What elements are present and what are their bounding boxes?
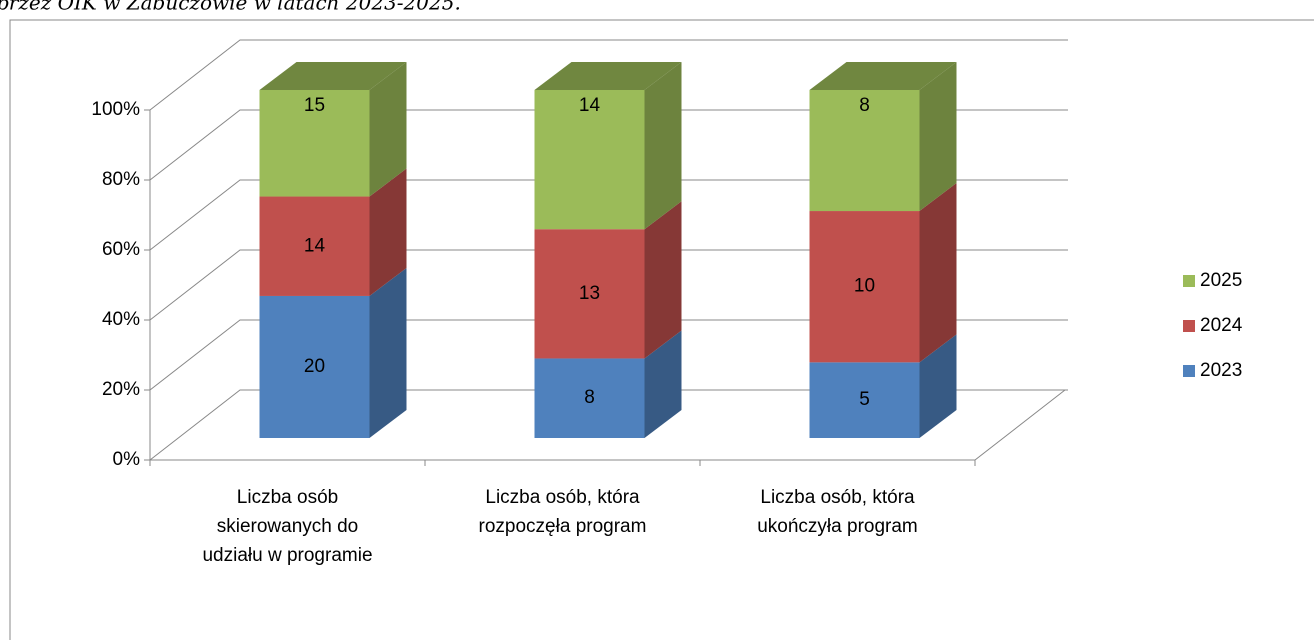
y-tick-label: 100% bbox=[91, 99, 140, 120]
y-tick-label: 40% bbox=[102, 309, 140, 330]
legend-label: 2025 bbox=[1200, 270, 1242, 291]
data-label: 14 bbox=[304, 235, 326, 256]
y-tick-label: 0% bbox=[113, 449, 141, 470]
x-tick-label-line: skierowanych do bbox=[217, 516, 359, 537]
grid-line bbox=[149, 179, 1068, 251]
x-tick-label: Liczba osób, która rozpoczęła program bbox=[479, 487, 647, 537]
data-label: 14 bbox=[579, 95, 601, 116]
grid-line bbox=[149, 319, 1068, 391]
y-tick-label: 80% bbox=[102, 169, 140, 190]
bar bbox=[809, 362, 920, 438]
x-tick-label-line: rozpoczęła program bbox=[479, 516, 647, 537]
bar-top bbox=[809, 62, 957, 90]
legend-label: 2023 bbox=[1200, 360, 1242, 381]
data-label: 20 bbox=[304, 356, 325, 377]
data-label: 13 bbox=[579, 283, 600, 304]
grid-line bbox=[149, 109, 1068, 181]
data-label: 15 bbox=[304, 95, 325, 116]
grid-line bbox=[149, 249, 1068, 321]
x-tick-label-line: Liczba osób bbox=[237, 487, 338, 508]
grid-line bbox=[149, 389, 1068, 461]
x-tick-label-line: Liczba osób, która bbox=[485, 487, 640, 508]
legend-swatch bbox=[1183, 320, 1195, 332]
bar bbox=[809, 90, 920, 212]
legend-swatch bbox=[1183, 275, 1195, 287]
bar-side bbox=[644, 62, 682, 230]
x-tick-label-line: ukończyła program bbox=[757, 516, 918, 537]
bar-top bbox=[259, 62, 407, 90]
legend-label: 2024 bbox=[1200, 315, 1243, 336]
legend-swatch bbox=[1183, 365, 1195, 377]
y-tick-label: 60% bbox=[102, 239, 140, 260]
bar bbox=[534, 90, 645, 230]
data-label: 10 bbox=[854, 276, 875, 297]
bar bbox=[259, 90, 370, 197]
caption: przez OIK w Zabuczowie w latach 2023-202… bbox=[0, 0, 461, 15]
x-tick-label: Liczba osób skierowanych do udziału w prog… bbox=[202, 487, 372, 566]
bar-top bbox=[534, 62, 682, 90]
bar-side bbox=[369, 267, 407, 438]
bar-side bbox=[369, 168, 407, 296]
bar bbox=[259, 295, 370, 438]
data-label: 8 bbox=[859, 95, 870, 116]
y-tick-label: 20% bbox=[102, 379, 140, 400]
bar-side bbox=[919, 334, 957, 438]
x-tick-label-line: udziału w programie bbox=[202, 545, 372, 566]
bar bbox=[259, 196, 370, 296]
bar bbox=[809, 211, 920, 363]
bar-side bbox=[644, 330, 682, 438]
bar bbox=[534, 358, 645, 438]
bar bbox=[534, 229, 645, 359]
x-tick-label-line: Liczba osób, która bbox=[760, 487, 915, 508]
bar-side bbox=[919, 183, 957, 363]
x-tick-label: Liczba osób, która ukończyła program bbox=[757, 487, 918, 537]
bar-side bbox=[644, 201, 682, 359]
bar-side bbox=[369, 62, 407, 197]
bar-side bbox=[919, 62, 957, 212]
data-label: 8 bbox=[584, 387, 595, 408]
grid-line bbox=[149, 39, 1068, 111]
data-label: 5 bbox=[859, 389, 870, 410]
